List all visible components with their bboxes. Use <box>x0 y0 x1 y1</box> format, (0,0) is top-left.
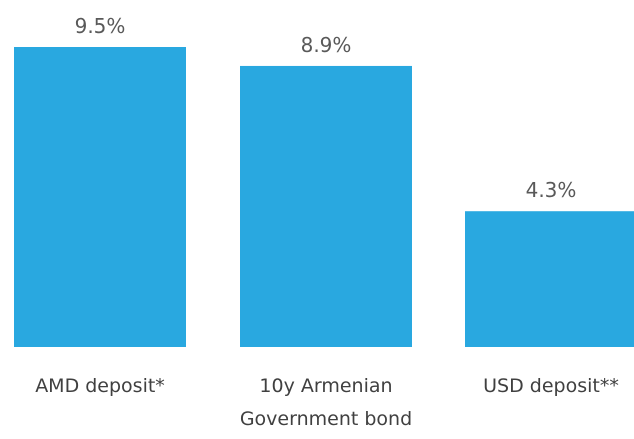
data-label-usd-deposit: 4.3% <box>526 178 577 202</box>
category-label-10y-armenian-government-bond: 10y Armenian Government bond <box>240 375 412 430</box>
data-label-10y-armenian-government-bond: 8.9% <box>301 33 352 57</box>
category-label-line: USD deposit** <box>483 375 619 397</box>
category-label-line: AMD deposit* <box>35 375 165 397</box>
category-label-amd-deposit: AMD deposit* <box>35 375 165 397</box>
bar-amd-deposit <box>14 47 186 347</box>
bar-10y-armenian-government-bond <box>240 65 412 348</box>
value-labels-group: 9.5% 8.9% 4.3% <box>75 14 577 202</box>
category-label-line: Government bond <box>240 408 412 430</box>
bars-group <box>14 47 634 348</box>
bar-usd-deposit <box>465 211 634 347</box>
data-label-amd-deposit: 9.5% <box>75 14 126 38</box>
category-labels-group: AMD deposit* 10y Armenian Government bond U… <box>35 375 619 430</box>
category-label-usd-deposit: USD deposit** <box>483 375 619 397</box>
category-label-line: 10y Armenian <box>259 375 392 397</box>
